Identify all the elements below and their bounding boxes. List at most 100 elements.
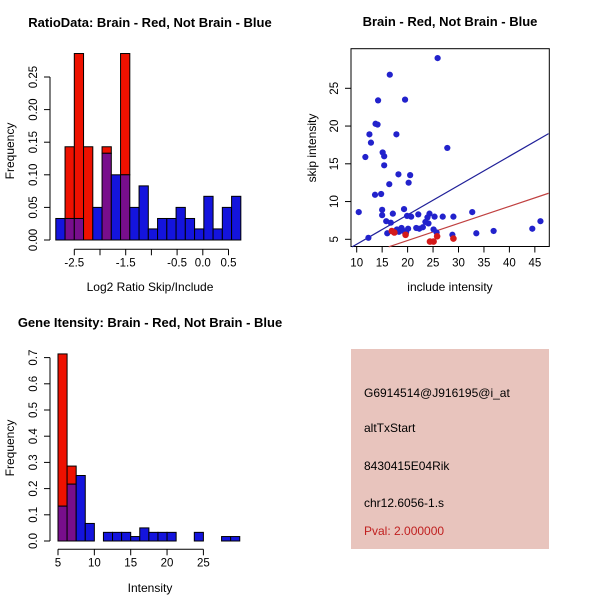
y-tick-label: 0.2 <box>28 481 40 497</box>
x-tick-label: 0.5 <box>221 257 237 269</box>
scatter-point-blue <box>381 153 388 160</box>
scatter-point-blue <box>405 179 412 186</box>
y-tick-label: 0.1 <box>28 507 40 523</box>
histogram-bar-blue <box>130 536 141 542</box>
y-tick-label: 5 <box>329 236 341 242</box>
scatter-point-blue <box>393 131 400 138</box>
ratio-histogram-ylabel: Frequency <box>3 123 17 180</box>
scatter-point-blue <box>408 213 415 220</box>
panel-gene-histogram: Gene Itensity: Brain - Red, Not Brain - … <box>0 300 300 600</box>
histogram-bar-red <box>57 353 68 507</box>
y-tick-label: 0.05 <box>28 196 40 218</box>
x-tick-label: 35 <box>478 258 491 270</box>
scatter-lines <box>351 133 549 248</box>
info-line-event-type: altTxStart <box>364 421 416 435</box>
histogram-bar-red <box>73 53 85 219</box>
scatter-point-blue <box>405 225 412 232</box>
panel-info: G6914514@J916195@i_at altTxStart 8430415… <box>300 300 600 600</box>
scatter-point-blue <box>415 211 422 218</box>
scatter-canvas: Brain - Red, Not Brain - Blue include in… <box>305 14 550 294</box>
histogram-bar-overlap <box>101 152 112 241</box>
histogram-bar-blue <box>175 206 186 241</box>
scatter-point-blue <box>469 209 476 216</box>
x-tick-label: 10 <box>350 258 363 270</box>
histogram-bar-red <box>66 465 77 485</box>
histogram-bar-blue <box>84 522 95 542</box>
panel-ratio-histogram: RatioData: Brain - Red, Not Brain - Blue… <box>0 0 300 300</box>
y-tick-label: 0.4 <box>28 428 40 445</box>
scatter-point-blue <box>378 190 385 198</box>
scatter-point-blue <box>379 212 386 219</box>
panel-scatter: Brain - Red, Not Brain - Blue include in… <box>300 0 600 300</box>
y-tick-label: 0.25 <box>28 66 40 88</box>
scatter-point-blue <box>439 213 446 220</box>
histogram-bar-blue <box>102 531 114 542</box>
x-tick-label: 40 <box>503 258 516 270</box>
scatter-point-blue <box>379 206 386 213</box>
scatter-point-blue <box>419 224 426 231</box>
scatter-point-red <box>388 227 396 235</box>
fit-line-brain-fit <box>388 192 549 248</box>
ratio-histogram-axes: -2.5 -1.5 -0.5 0.0 0.5 0.00 0.05 0.10 0.15 0.20 0.… <box>28 66 237 269</box>
histogram-bar-blue <box>221 536 232 542</box>
histogram-bar-overlap <box>120 174 131 241</box>
y-tick-label: 0.10 <box>28 164 40 186</box>
scatter-point-blue <box>374 121 381 128</box>
scatter-point-blue <box>426 210 433 217</box>
scatter-points <box>355 55 544 245</box>
histogram-bar-blue <box>212 228 223 241</box>
x-tick-label: -2.5 <box>64 257 84 269</box>
histogram-bar-overlap <box>73 217 85 241</box>
histogram-bar-blue <box>138 185 149 241</box>
scatter-point-blue <box>431 213 438 220</box>
scatter-point-blue <box>374 97 382 104</box>
ratio-histogram-xlabel: Log2 Ratio Skip/Include <box>87 280 214 294</box>
plot-box <box>350 48 550 248</box>
histogram-bar-blue <box>129 206 140 241</box>
histogram-bar-blue <box>230 536 241 542</box>
scatter-point-blue <box>366 131 373 138</box>
ratio-histogram-bars <box>55 53 242 241</box>
histogram-bar-blue <box>157 531 168 542</box>
scatter-point-blue <box>425 220 432 227</box>
scatter-point-blue <box>365 234 372 241</box>
x-tick-label: 25 <box>427 258 440 270</box>
scatter-point-blue <box>389 210 396 217</box>
histogram-bar-red <box>120 53 131 176</box>
x-tick-label: 15 <box>376 258 389 270</box>
scatter-point-blue <box>386 181 393 188</box>
gene-histogram-title: Gene Itensity: Brain - Red, Not Brain - … <box>18 315 282 330</box>
info-line-gene-name: 8430415E04Rik <box>364 459 450 473</box>
histogram-bar-blue <box>184 217 196 241</box>
scatter-point-red <box>402 231 409 239</box>
histogram-bar-blue <box>193 531 204 542</box>
scatter-point-blue <box>400 206 408 213</box>
scatter-point-blue <box>434 55 441 62</box>
y-tick-label: 15 <box>329 157 341 170</box>
scatter-point-blue <box>473 230 480 237</box>
x-tick-label: 30 <box>452 258 465 270</box>
histogram-bar-blue <box>166 217 177 241</box>
scatter-point-blue <box>444 144 451 152</box>
x-tick-label: 20 <box>401 258 414 270</box>
x-tick-label: 5 <box>55 557 61 569</box>
scatter-axes: 10 15 20 25 30 35 40 45 5 10 15 20 25 <box>329 48 550 270</box>
scatter-point-blue <box>395 171 402 178</box>
x-tick-label: 15 <box>124 557 137 569</box>
histogram-bar-blue <box>221 206 233 241</box>
x-tick-label: 0.0 <box>195 257 211 269</box>
histogram-bar-blue <box>75 475 86 542</box>
scatter-point-blue <box>407 172 414 179</box>
histogram-bar-blue <box>148 531 159 542</box>
y-tick-label: 0.0 <box>28 533 40 549</box>
info-line-probe-id: G6914514@J916195@i_at <box>364 386 510 400</box>
scatter-point-blue <box>537 218 544 225</box>
fit-line-not-brain-fit <box>351 133 549 248</box>
y-tick-label: 10 <box>329 195 341 208</box>
ratio-histogram-title: RatioData: Brain - Red, Not Brain - Blue <box>28 15 271 30</box>
y-tick-label: 0.5 <box>28 402 40 418</box>
scatter-point-blue <box>450 213 457 220</box>
y-tick-label: 0.15 <box>28 131 40 153</box>
scatter-ylabel: skip intensity <box>305 114 319 183</box>
